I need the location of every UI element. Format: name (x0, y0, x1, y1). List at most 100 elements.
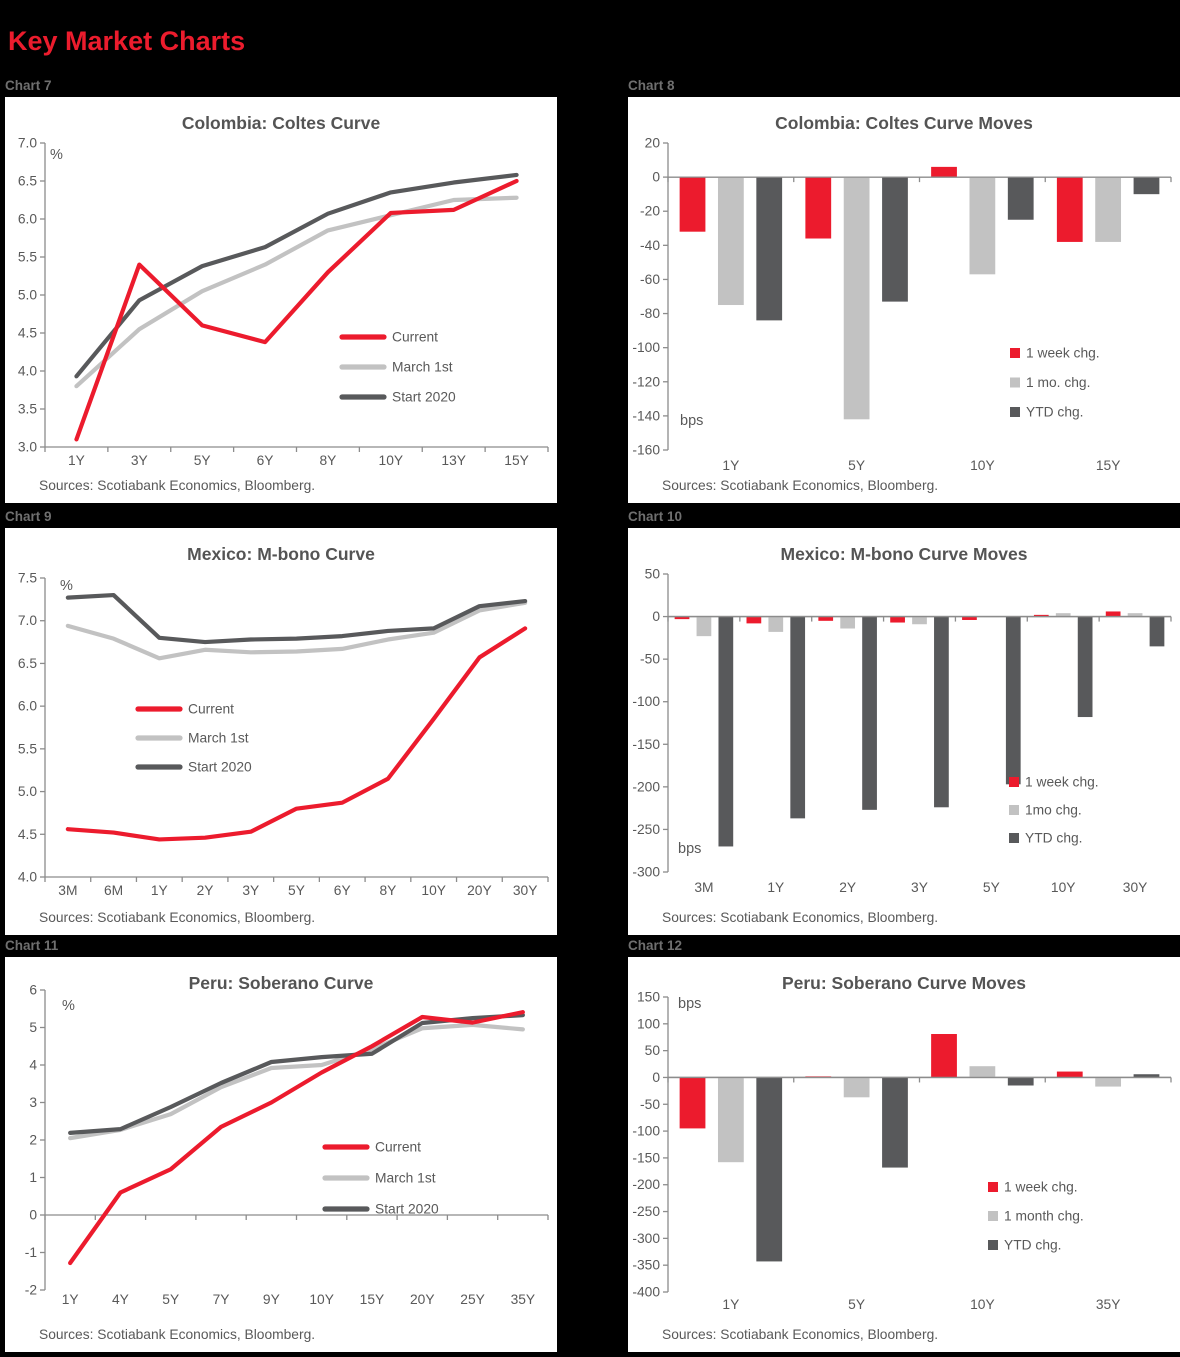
source-note: Sources: Scotiabank Economics, Bloomberg… (662, 478, 938, 493)
y-tick-label: 4.5 (18, 326, 38, 341)
x-axis (44, 446, 549, 452)
y-tick-label: 5.5 (18, 250, 38, 265)
y-tick-label: -300 (632, 865, 660, 880)
bar-ytd-chg-1y (756, 1077, 783, 1262)
chart7-panel: Colombia: Coltes Curve% 7.0 6.5 6.0 5.5 5.0 4.… (5, 97, 557, 503)
bar-1-week-chg-15y (1056, 177, 1083, 242)
y-tick-label: 50 (645, 567, 661, 582)
x-tick-label: 1Y (722, 1297, 739, 1312)
legend-swatch-1-mo-chg (1010, 377, 1020, 388)
chart10-cell: Chart 10 Mexico: M-bono Curve Moves bps 50… (628, 509, 1180, 935)
axis-unit-label: % (60, 578, 73, 594)
legend-swatch-1-week-chg (1009, 777, 1019, 787)
chart12-panel: Peru: Soberano Curve Moves bps 150 100 50 0 -5… (628, 957, 1180, 1352)
bar-ytd-chg-10y (1077, 616, 1093, 718)
chart11-cell: Chart 11 Peru: Soberano Curve% 6 5 4 3 2 1 0 -1 -… (5, 938, 557, 1352)
y-tick-label: -120 (632, 374, 660, 389)
x-tick-label: 3M (694, 880, 713, 895)
x-tick-label: 10Y (379, 453, 404, 468)
bar-ytd-chg-35y (1133, 1074, 1160, 1078)
legend-label-ytd-chg: YTD chg. (1025, 831, 1083, 846)
bar-1mo-chg-3y (912, 616, 927, 625)
bar-1mo-chg-30y (1127, 613, 1143, 617)
bar-ytd-chg-1y (790, 616, 806, 819)
y-tick-label: 7.0 (18, 136, 38, 151)
y-tick-label: 150 (637, 990, 660, 1005)
y-tick-label: 3 (29, 1095, 37, 1110)
x-tick-label: 15Y (504, 453, 529, 468)
x-tick-label: 1Y (151, 883, 168, 898)
y-tick-label: 0 (29, 1208, 37, 1223)
y-tick-label: -200 (632, 779, 660, 794)
bar-1-week-chg-3m (674, 616, 690, 620)
x-tick-label: 15Y (360, 1292, 385, 1307)
bar-1-week-chg-3y (890, 616, 905, 623)
chart8-panel: Colombia: Coltes Curve Moves bps 20 0 -20 -40… (628, 97, 1180, 503)
y-tick-label: 4 (29, 1058, 37, 1073)
y-tick-label: -60 (640, 272, 660, 287)
y-tick-label: -100 (632, 1124, 660, 1139)
x-axis (44, 876, 549, 882)
legend-swatch-ytd-chg (1009, 833, 1019, 843)
bar-ytd-chg-2y (862, 616, 877, 810)
chart-title: Peru: Soberano Curve Moves (782, 973, 1026, 993)
x-tick-label: 1Y (767, 880, 784, 895)
x-tick-label: 5Y (194, 453, 211, 468)
x-tick-label: 35Y (511, 1292, 536, 1307)
y-tick-label: -20 (640, 204, 660, 219)
x-tick-label: 3Y (911, 880, 928, 895)
bar-1-month-chg-1y (717, 1077, 744, 1163)
axis-unit-label: bps (680, 413, 703, 429)
y-tick-label: 50 (645, 1043, 661, 1058)
series-start-2020-line (74, 172, 519, 379)
legend-label-current: Current (188, 702, 234, 717)
x-tick-label: 10Y (309, 1292, 334, 1307)
bar-1-week-chg-35y (1056, 1071, 1083, 1078)
bar-1mo-chg-1y (768, 616, 784, 632)
y-tick-label: 100 (637, 1016, 660, 1031)
bar-1-week-chg-1y (746, 616, 762, 624)
chart12-cell: Chart 12 Peru: Soberano Curve Moves bps 15… (628, 938, 1180, 1352)
y-tick-label: -400 (632, 1285, 660, 1300)
bar-1-mo-chg-5y (843, 177, 870, 420)
source-note: Sources: Scotiabank Economics, Bloomberg… (39, 478, 315, 493)
legend-label-current: Current (392, 330, 438, 345)
legend-label-march-1st: March 1st (188, 731, 249, 746)
y-tick-label: -160 (632, 443, 660, 458)
series-march-1st-line (65, 600, 528, 661)
legend-swatch-ytd-chg (1010, 407, 1020, 417)
x-tick-label: 6M (104, 883, 123, 898)
y-tick-label: 5 (29, 1020, 37, 1035)
y-tick-label: 3.5 (18, 402, 38, 417)
y-tick-label: 0 (652, 170, 660, 185)
x-tick-label: 8Y (380, 883, 397, 898)
bar-1mo-chg-3m (696, 616, 712, 637)
series-march-1st-line (74, 195, 519, 389)
x-tick-label: 6Y (334, 883, 351, 898)
y-tick-label: 7.5 (18, 571, 38, 586)
chart12-label: Chart 12 (628, 938, 683, 953)
bar-ytd-chg-5y (882, 1077, 908, 1168)
y-axis (40, 989, 46, 1291)
y-axis (663, 142, 669, 451)
y-tick-label: -250 (632, 822, 660, 837)
y-tick-label: -2 (25, 1283, 37, 1298)
y-tick-label: 5.0 (18, 288, 38, 303)
y-tick-label: 6.0 (18, 699, 38, 714)
y-tick-label: 4.0 (18, 870, 38, 885)
x-tick-label: 13Y (441, 453, 466, 468)
x-tick-label: 10Y (970, 458, 995, 473)
x-tick-label: 1Y (62, 1292, 79, 1307)
x-tick-label: 6Y (257, 453, 274, 468)
y-tick-label: -350 (632, 1258, 660, 1273)
chart9-label: Chart 9 (5, 509, 52, 524)
legend-label-1-mo-chg: 1 mo. chg. (1026, 375, 1090, 390)
x-tick-label: 5Y (848, 1297, 865, 1312)
chart10-panel: Mexico: M-bono Curve Moves bps 50 0 -50 -100 -… (628, 528, 1180, 935)
chart9-panel: Mexico: M-bono Curve% 7.5 7.0 6.5 6.0 5.5 5.0 4… (5, 528, 557, 935)
bar-1mo-chg-2y (840, 616, 856, 629)
x-tick-label: 10Y (421, 883, 446, 898)
y-tick-label: -100 (632, 340, 660, 355)
x-tick-label: 10Y (1051, 880, 1076, 895)
bar-1-week-chg-5y (962, 616, 977, 620)
